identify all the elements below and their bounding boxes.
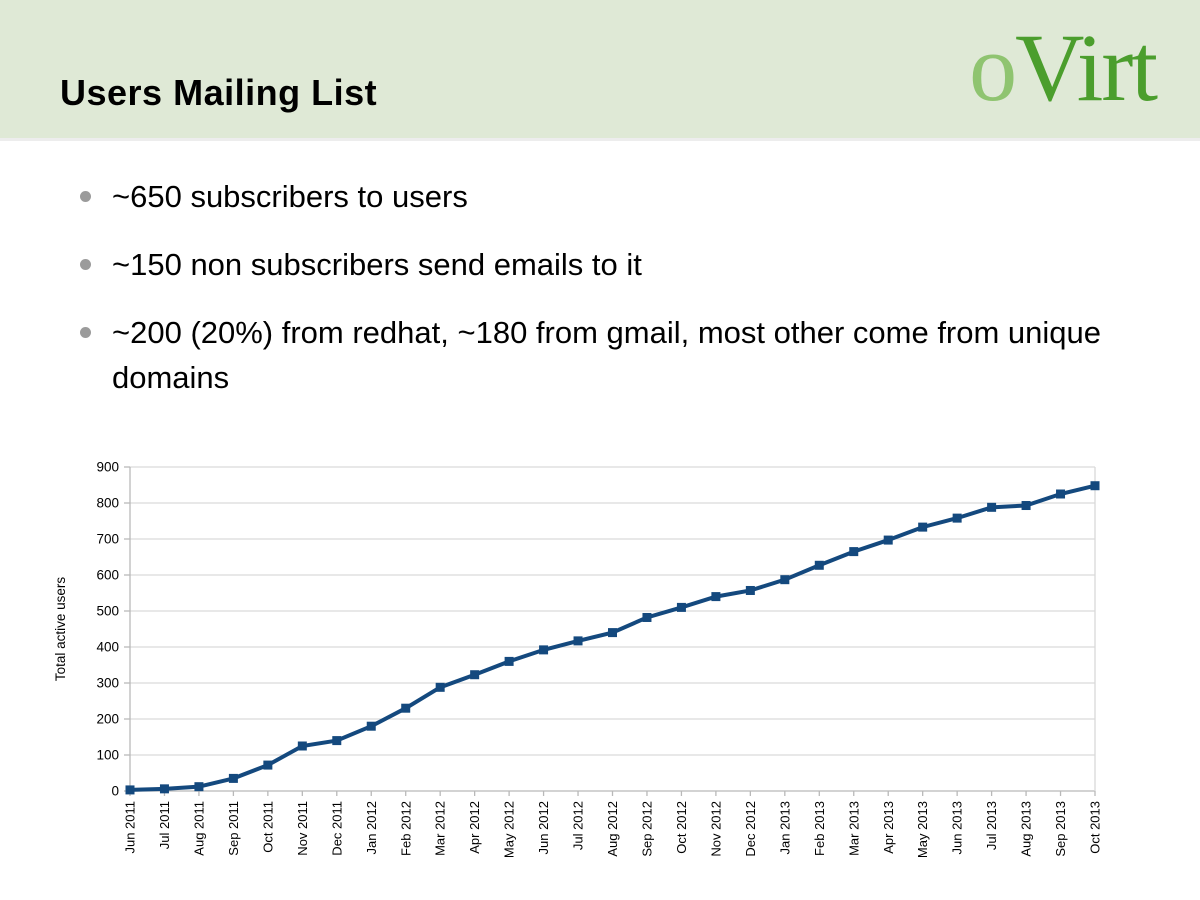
xtick-label-18: Dec 2012 — [743, 801, 758, 857]
xtick-label-10: Apr 2012 — [467, 801, 482, 854]
data-point-Aug-2011 — [194, 782, 204, 792]
ytick-label-800: 800 — [96, 496, 119, 511]
series-line — [129, 483, 1096, 792]
data-point-Aug-2012 — [608, 628, 617, 638]
data-point-Apr-2013 — [883, 535, 893, 545]
data-point-Jul-2012 — [573, 636, 583, 646]
xtick-label-2: Aug 2011 — [191, 801, 206, 856]
data-point-Nov-2011 — [297, 741, 307, 751]
xtick-label-11: May 2012 — [502, 801, 517, 858]
xtick-label-7: Jan 2012 — [364, 801, 379, 855]
bullet-item-non-subscribers: ~150 non subscribers send emails to it — [78, 242, 1158, 287]
data-point-Oct-2012 — [676, 602, 686, 612]
ytick-label-600: 600 — [96, 568, 119, 583]
xtick-label-15: Sep 2012 — [640, 801, 655, 857]
data-point-Mar-2012 — [435, 682, 445, 692]
data-point-Feb-2013 — [814, 560, 824, 570]
y-axis-title: Total active users — [53, 577, 68, 682]
line-chart: 0 100 200 300 400 500 600 700 800 900 Jun 2011 Jul … — [40, 440, 1200, 890]
ovirt-logo-o: o — [969, 14, 1017, 121]
xtick-label-13: Jul 2012 — [571, 801, 586, 850]
data-point-Oct-2013 — [1090, 481, 1100, 491]
data-point-Oct-2011 — [263, 760, 273, 770]
data-point-Jun-2011 — [125, 785, 135, 795]
xtick-label-6: Dec 2011 — [329, 801, 344, 856]
data-point-Sep-2012 — [642, 612, 652, 622]
xtick-label-4: Oct 2011 — [260, 801, 275, 853]
xtick-label-12: Jun 2012 — [536, 801, 551, 855]
data-point-Mar-2013 — [849, 547, 859, 557]
ovirt-logo: oVirt — [969, 17, 1158, 119]
ytick-label-200: 200 — [96, 712, 119, 727]
ytick-label-500: 500 — [96, 604, 119, 619]
xtick-label-23: May 2013 — [915, 801, 930, 858]
xtick-label-16: Oct 2012 — [674, 801, 689, 854]
bullet-list: ~650 subscribers to users ~150 non subsc… — [78, 174, 1158, 423]
data-point-Jul-2011 — [159, 784, 169, 794]
xtick-label-27: Sep 2013 — [1053, 801, 1068, 857]
data-point-Jul-2013 — [987, 502, 997, 512]
xtick-label-9: Mar 2012 — [433, 801, 448, 856]
ovirt-logo-virt: Virt — [1015, 14, 1158, 121]
xtick-label-20: Feb 2013 — [812, 801, 827, 856]
data-point-May-2012 — [504, 656, 514, 666]
xtick-label-8: Feb 2012 — [398, 801, 413, 856]
ytick-label-700: 700 — [96, 532, 119, 547]
bullet-item-domains: ~200 (20%) from redhat, ~180 from gmail,… — [78, 310, 1158, 400]
page-title: Users Mailing List — [60, 72, 378, 113]
xtick-label-3: Sep 2011 — [226, 801, 241, 856]
xtick-label-28: Oct 2013 — [1088, 801, 1103, 854]
xtick-label-1: Jul 2011 — [157, 801, 172, 849]
ytick-label-0: 0 — [111, 784, 119, 799]
data-point-May-2013 — [918, 522, 928, 532]
data-point-Sep-2011 — [228, 773, 238, 783]
xtick-label-14: Aug 2012 — [605, 801, 620, 857]
data-point-Sep-2013 — [1056, 489, 1066, 499]
data-point-Feb-2012 — [401, 703, 411, 713]
ytick-label-100: 100 — [96, 748, 119, 763]
ytick-label-300: 300 — [96, 676, 119, 691]
data-point-Dec-2012 — [745, 585, 755, 595]
line-chart-svg: 0 100 200 300 400 500 600 700 800 900 Jun 2011 Jul … — [53, 460, 1103, 858]
xtick-label-0: Jun 2011 — [123, 801, 138, 854]
data-point-Apr-2012 — [470, 670, 480, 680]
data-point-Nov-2012 — [711, 592, 721, 602]
xtick-label-24: Jun 2013 — [950, 801, 965, 855]
data-point-Aug-2013 — [1021, 501, 1031, 511]
data-point-Jun-2012 — [539, 645, 549, 655]
bullet-item-subscribers: ~650 subscribers to users — [78, 174, 1158, 219]
ytick-label-900: 900 — [96, 460, 119, 475]
xtick-label-25: Jul 2013 — [984, 801, 999, 850]
data-point-Dec-2011 — [332, 736, 342, 746]
data-point-Jun-2013 — [952, 513, 962, 523]
xtick-label-19: Jan 2013 — [777, 801, 792, 855]
data-point-Jan-2013 — [780, 575, 790, 585]
data-point-Jan-2012 — [366, 721, 376, 731]
ytick-label-400: 400 — [96, 640, 119, 655]
xtick-label-26: Aug 2013 — [1019, 801, 1034, 857]
xtick-label-17: Nov 2012 — [708, 801, 723, 857]
slide-header: Users Mailing List oVirt — [0, 0, 1200, 141]
xtick-label-22: Apr 2013 — [881, 801, 896, 854]
xtick-label-21: Mar 2013 — [846, 801, 861, 856]
xtick-label-5: Nov 2011 — [295, 801, 310, 856]
